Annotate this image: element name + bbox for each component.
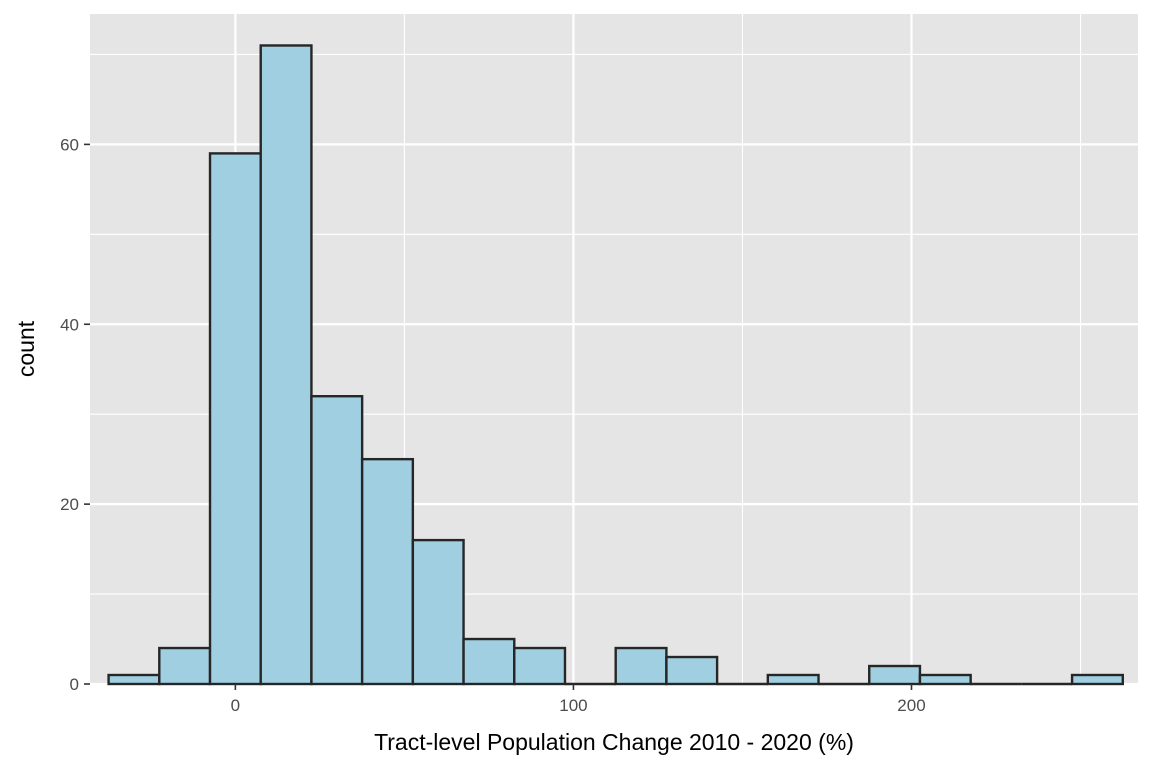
histogram-bar — [411, 538, 465, 686]
y-axis-title: count — [13, 320, 39, 377]
histogram-bar — [360, 457, 415, 686]
y-tick-label: 40 — [60, 315, 79, 334]
histogram-bar — [310, 395, 364, 686]
x-tick-label: 0 — [231, 696, 240, 715]
y-tick-label: 60 — [60, 135, 79, 154]
histogram-bar — [259, 44, 313, 686]
histogram-bar — [208, 152, 262, 686]
y-tick-label: 0 — [70, 675, 79, 694]
histogram-bar — [1070, 673, 1124, 686]
histogram-bar — [107, 673, 161, 686]
histogram-bars — [107, 44, 1124, 686]
histogram-bar — [513, 646, 567, 686]
y-tick-label: 20 — [60, 495, 79, 514]
x-tick-label: 100 — [559, 696, 587, 715]
x-tick-label: 200 — [897, 696, 925, 715]
histogram-bar — [918, 673, 972, 686]
histogram-bar — [766, 673, 820, 686]
histogram-bar — [665, 655, 719, 686]
histogram-bar — [614, 646, 668, 686]
x-axis-title: Tract-level Population Change 2010 - 202… — [374, 729, 854, 755]
histogram-bar — [158, 646, 212, 686]
y-axis: 0 20 40 60 — [60, 135, 90, 694]
x-axis: 0 100 200 — [231, 684, 926, 715]
histogram-bar — [868, 664, 922, 686]
histogram-bar — [462, 637, 516, 686]
